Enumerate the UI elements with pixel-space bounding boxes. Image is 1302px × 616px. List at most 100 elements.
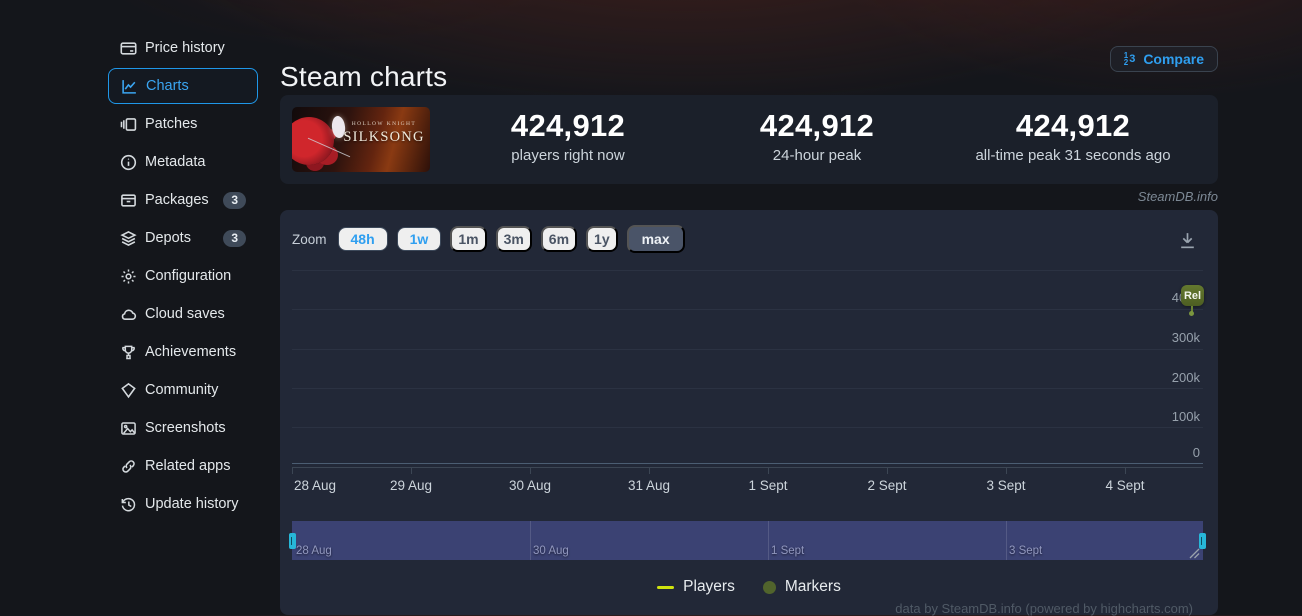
- sidebar-item-packages[interactable]: Packages 3: [108, 181, 258, 219]
- sidebar-item-label: Depots: [145, 230, 191, 246]
- y-axis-label: 100k: [1171, 409, 1200, 424]
- y-axis-label: 200k: [1171, 370, 1200, 385]
- sidebar-item-update-history[interactable]: Update history: [108, 485, 258, 523]
- sidebar-item-price-history[interactable]: Price history: [108, 29, 258, 67]
- chart-panel: Zoom 48h 1w 1m 3m 6m 1y max 400k 300k 20…: [280, 210, 1218, 616]
- sidebar-item-depots[interactable]: Depots 3: [108, 219, 258, 257]
- players-line-swatch: [657, 585, 675, 589]
- game-title-label: SILKSONG: [343, 129, 425, 145]
- sidebar-item-cloud-saves[interactable]: Cloud saves: [108, 295, 258, 333]
- info-icon: [120, 154, 137, 171]
- release-flag-marker[interactable]: Rel: [1181, 285, 1204, 306]
- y-axis-label: 0: [1192, 445, 1200, 460]
- range-3m-button[interactable]: 3m: [495, 226, 532, 252]
- line-chart-icon: [121, 78, 138, 95]
- x-axis-label: 28 Aug: [294, 478, 337, 493]
- link-icon: [120, 458, 137, 475]
- history-clock-icon: [120, 496, 137, 513]
- legend-item-players[interactable]: Players: [657, 578, 735, 596]
- release-flag-stem: [1191, 306, 1193, 312]
- navigator-right-handle[interactable]: [1199, 533, 1206, 549]
- compare-button-label: Compare: [1143, 51, 1204, 67]
- metric-24h-peak: 424,912 24-hour peak: [677, 108, 957, 164]
- sidebar-item-screenshots[interactable]: Screenshots: [108, 409, 258, 447]
- legend-label: Players: [683, 578, 735, 595]
- navigator-left-handle[interactable]: [289, 533, 296, 549]
- navigator-gridline: [768, 521, 769, 560]
- range-1w-button[interactable]: 1w: [396, 227, 442, 251]
- sidebar-item-label: Related apps: [145, 458, 231, 474]
- x-axis-label: 4 Sept: [1105, 478, 1145, 493]
- gridline: [292, 388, 1203, 389]
- sidebar-item-charts[interactable]: Charts: [108, 68, 258, 104]
- x-tick: [649, 467, 650, 474]
- range-1m-button[interactable]: 1m: [450, 226, 487, 252]
- x-tick: [768, 467, 769, 474]
- navigator-label: 1 Sept: [771, 545, 805, 557]
- steamdb-watermark: SteamDB.info: [1137, 189, 1218, 204]
- x-axis-label: 30 Aug: [508, 478, 552, 493]
- chart-legend: Players Markers: [280, 578, 1218, 596]
- gridline: [292, 427, 1203, 428]
- trophy-icon: [120, 344, 137, 361]
- markers-circle-swatch: [762, 580, 776, 594]
- range-1y-button[interactable]: 1y: [586, 226, 618, 252]
- players-now-value: 424,912: [510, 108, 626, 143]
- navigator-gridline: [530, 521, 531, 560]
- sidebar-item-configuration[interactable]: Configuration: [108, 257, 258, 295]
- credit-card-icon: [120, 40, 137, 57]
- alltime-peak-label: all-time peak 31 seconds ago: [975, 147, 1171, 164]
- alltime-peak-value: 424,912: [1015, 108, 1131, 143]
- image-icon: [120, 420, 137, 437]
- sidebar-item-metadata[interactable]: Metadata: [108, 143, 258, 181]
- x-axis-line: [292, 467, 1203, 468]
- sidebar-item-label: Achievements: [145, 344, 237, 360]
- chart-navigator[interactable]: 28 Aug 30 Aug 1 Sept 3 Sept: [289, 521, 1206, 560]
- sidebar-item-label: Packages: [145, 192, 209, 208]
- sidebar-item-label: Configuration: [145, 268, 232, 284]
- count-badge: 3: [223, 229, 246, 247]
- release-flag-dot: [1189, 311, 1194, 316]
- x-axis-label: 31 Aug: [627, 478, 671, 493]
- metric-players-now: 424,912 players right now: [428, 108, 708, 164]
- download-chart-icon[interactable]: [1177, 230, 1198, 251]
- sidebar-item-label: Cloud saves: [145, 306, 225, 322]
- navigator-resize-grip: [1189, 548, 1201, 559]
- metric-alltime-peak: 424,912 all-time peak 31 seconds ago: [933, 108, 1213, 164]
- range-max-button[interactable]: max: [626, 225, 685, 253]
- game-banner-text: HOLLOW KNIGHT SILKSONG: [338, 121, 430, 146]
- x-tick: [1006, 467, 1007, 474]
- sidebar-item-patches[interactable]: Patches: [108, 105, 258, 143]
- game-series-label: HOLLOW KNIGHT: [351, 121, 417, 127]
- navigator-gridline: [1006, 521, 1007, 560]
- stats-panel: HOLLOW KNIGHT SILKSONG 424,912 players r…: [280, 95, 1218, 184]
- peak-24h-value: 424,912: [759, 108, 875, 143]
- navigator-label: 3 Sept: [1009, 545, 1043, 557]
- sidebar-item-label: Community: [145, 382, 219, 398]
- x-axis-label: 29 Aug: [389, 478, 433, 493]
- zoom-label: Zoom: [292, 231, 327, 247]
- patches-icon: [120, 116, 137, 133]
- count-badge: 3: [223, 191, 246, 209]
- x-tick: [530, 467, 531, 474]
- x-tick: [292, 467, 293, 474]
- chart-credits: data by SteamDB.info (powered by highcha…: [895, 601, 1193, 616]
- game-banner-image[interactable]: HOLLOW KNIGHT SILKSONG: [292, 107, 430, 172]
- range-48h-button[interactable]: 48h: [337, 227, 388, 251]
- x-axis-label: 3 Sept: [986, 478, 1026, 493]
- gridline: [292, 309, 1203, 310]
- sidebar-item-related-apps[interactable]: Related apps: [108, 447, 258, 485]
- range-6m-button[interactable]: 6m: [540, 226, 578, 252]
- sidebar-item-label: Charts: [146, 78, 189, 94]
- sidebar-item-community[interactable]: Community: [108, 371, 258, 409]
- gear-icon: [120, 268, 137, 285]
- navigator-label: 28 Aug: [296, 545, 332, 557]
- zero-gridline: [292, 463, 1203, 464]
- legend-item-markers[interactable]: Markers: [762, 578, 841, 596]
- zoom-range-toolbar: Zoom 48h 1w 1m 3m 6m 1y max: [292, 225, 685, 253]
- layers-icon: [120, 230, 137, 247]
- x-tick: [887, 467, 888, 474]
- shield-diamond-icon: [120, 382, 137, 399]
- sidebar-item-achievements[interactable]: Achievements: [108, 333, 258, 371]
